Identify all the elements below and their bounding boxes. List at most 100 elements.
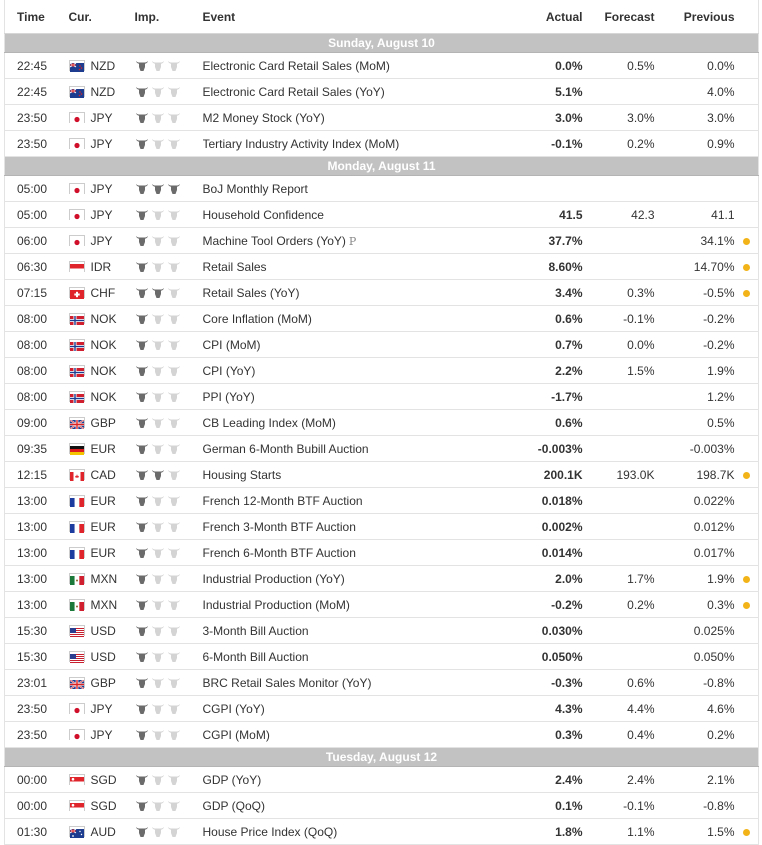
- event-name[interactable]: German 6-Month Bubill Auction: [202, 441, 369, 456]
- event-name-cell[interactable]: Electronic Card Retail Sales (MoM): [202, 52, 493, 79]
- event-row[interactable]: 23:50 JPY CGPI (MoM) 0.3% 0.4% 0.2%: [4, 721, 759, 748]
- event-row[interactable]: 07:15 CHF Retail Sales (YoY) 3.4% 0.3% -0.5%: [4, 279, 759, 306]
- event-row[interactable]: 08:00 NOK CPI (MoM) 0.7% 0.0% -0.2%: [4, 331, 759, 358]
- event-name-cell[interactable]: M2 Money Stock (YoY): [202, 104, 493, 131]
- event-name[interactable]: French 6-Month BTF Auction: [202, 545, 356, 560]
- event-name[interactable]: French 3-Month BTF Auction: [202, 519, 356, 534]
- event-row[interactable]: 15:30 USD 6-Month Bill Auction 0.050% 0.050%: [4, 643, 759, 670]
- event-name-cell[interactable]: House Price Index (QoQ): [202, 818, 493, 845]
- event-name[interactable]: CB Leading Index (MoM): [202, 415, 336, 430]
- event-name[interactable]: PPI (YoY): [202, 389, 255, 404]
- event-row[interactable]: 05:00 JPY BoJ Monthly Report: [4, 175, 759, 202]
- event-name[interactable]: 3-Month Bill Auction: [202, 623, 309, 638]
- event-name-cell[interactable]: French 12-Month BTF Auction: [202, 487, 493, 514]
- event-name-cell[interactable]: German 6-Month Bubill Auction: [202, 435, 493, 462]
- event-name[interactable]: Machine Tool Orders (YoY): [202, 233, 346, 248]
- event-row[interactable]: 06:00 JPY Machine Tool Orders (YoY) P 37.7% 3…: [4, 227, 759, 254]
- event-name-cell[interactable]: CGPI (YoY): [202, 695, 493, 722]
- event-name-cell[interactable]: CPI (MoM): [202, 331, 493, 358]
- event-row[interactable]: 13:00 EUR French 3-Month BTF Auction 0.002%…: [4, 513, 759, 540]
- event-name[interactable]: BRC Retail Sales Monitor (YoY): [202, 675, 372, 690]
- event-name-cell[interactable]: CPI (YoY): [202, 357, 493, 384]
- event-name[interactable]: Retail Sales (YoY): [202, 285, 300, 300]
- revised-dot-icon[interactable]: [742, 237, 750, 245]
- event-name[interactable]: GDP (QoQ): [202, 798, 265, 813]
- col-time-header[interactable]: Time: [4, 0, 69, 34]
- event-name[interactable]: Housing Starts: [202, 467, 282, 482]
- event-name-cell[interactable]: Household Confidence: [202, 201, 493, 228]
- event-name-cell[interactable]: Industrial Production (MoM): [202, 591, 493, 618]
- event-name[interactable]: Electronic Card Retail Sales (MoM): [202, 58, 390, 73]
- event-name[interactable]: Industrial Production (YoY): [202, 571, 345, 586]
- event-name[interactable]: Household Confidence: [202, 207, 324, 222]
- event-name-cell[interactable]: Housing Starts: [202, 461, 493, 488]
- event-name[interactable]: Retail Sales: [202, 259, 267, 274]
- revised-dot-icon[interactable]: [742, 263, 750, 271]
- revised-dot-icon[interactable]: [742, 575, 750, 583]
- event-name-cell[interactable]: GDP (QoQ): [202, 792, 493, 819]
- event-name-cell[interactable]: BoJ Monthly Report: [202, 175, 493, 202]
- event-name-cell[interactable]: CB Leading Index (MoM): [202, 409, 493, 436]
- event-name-cell[interactable]: Electronic Card Retail Sales (YoY): [202, 78, 493, 105]
- event-name[interactable]: Industrial Production (MoM): [202, 597, 350, 612]
- event-row[interactable]: 22:45 NZD Electronic Card Retail Sales (Yo…: [4, 78, 759, 105]
- revised-dot-icon[interactable]: [742, 289, 750, 297]
- event-name-cell[interactable]: Retail Sales: [202, 253, 493, 280]
- event-name[interactable]: M2 Money Stock (YoY): [202, 110, 325, 125]
- event-name-cell[interactable]: 3-Month Bill Auction: [202, 617, 493, 644]
- event-row[interactable]: 12:15 CAD Housing Starts 200.1K 193.0K 198.7K: [4, 461, 759, 488]
- event-name-cell[interactable]: PPI (YoY): [202, 383, 493, 410]
- event-name[interactable]: CGPI (YoY): [202, 701, 265, 716]
- event-row[interactable]: 23:50 JPY M2 Money Stock (YoY) 3.0% 3.0% 3.0%: [4, 104, 759, 131]
- event-name-cell[interactable]: French 6-Month BTF Auction: [202, 539, 493, 566]
- event-name-cell[interactable]: French 3-Month BTF Auction: [202, 513, 493, 540]
- event-row[interactable]: 09:35 EUR German 6-Month Bubill Auction -0.…: [4, 435, 759, 462]
- revised-dot-icon[interactable]: [742, 601, 750, 609]
- event-name[interactable]: CGPI (MoM): [202, 727, 270, 742]
- event-row[interactable]: 06:30 IDR Retail Sales 8.60% 14.70%: [4, 253, 759, 280]
- event-row[interactable]: 23:50 JPY CGPI (YoY) 4.3% 4.4% 4.6%: [4, 695, 759, 722]
- col-currency-header[interactable]: Cur.: [68, 0, 135, 34]
- event-row[interactable]: 23:01 GBP BRC Retail Sales Monitor (YoY) -0…: [4, 669, 759, 696]
- event-row[interactable]: 00:00 SGD GDP (YoY) 2.4% 2.4% 2.1%: [4, 766, 759, 793]
- col-forecast-header[interactable]: Forecast: [582, 0, 655, 34]
- event-row[interactable]: 08:00 NOK PPI (YoY) -1.7% 1.2%: [4, 383, 759, 410]
- event-name[interactable]: Tertiary Industry Activity Index (MoM): [202, 136, 400, 151]
- event-row[interactable]: 08:00 NOK CPI (YoY) 2.2% 1.5% 1.9%: [4, 357, 759, 384]
- event-name[interactable]: CPI (MoM): [202, 337, 261, 352]
- event-row[interactable]: 22:45 NZD Electronic Card Retail Sales (Mo…: [4, 52, 759, 79]
- event-row[interactable]: 13:00 MXN Industrial Production (YoY) 2.0% 1…: [4, 565, 759, 592]
- event-row[interactable]: 15:30 USD 3-Month Bill Auction 0.030% 0.025%: [4, 617, 759, 644]
- event-row[interactable]: 05:00 JPY Household Confidence 41.5 42.3 41.1: [4, 201, 759, 228]
- event-name-cell[interactable]: Tertiary Industry Activity Index (MoM): [202, 130, 493, 157]
- event-row[interactable]: 13:00 MXN Industrial Production (MoM) -0.2%…: [4, 591, 759, 618]
- event-name[interactable]: CPI (YoY): [202, 363, 256, 378]
- event-name-cell[interactable]: CGPI (MoM): [202, 721, 493, 748]
- col-previous-header[interactable]: Previous: [654, 0, 735, 34]
- col-importance-header[interactable]: Imp.: [134, 0, 203, 34]
- revised-dot-icon[interactable]: [742, 471, 750, 479]
- event-name[interactable]: French 12-Month BTF Auction: [202, 493, 363, 508]
- event-row[interactable]: 23:50 JPY Tertiary Industry Activity Index…: [4, 130, 759, 157]
- event-name[interactable]: GDP (YoY): [202, 772, 262, 787]
- event-row[interactable]: 08:00 NOK Core Inflation (MoM) 0.6% -0.1% -0.…: [4, 305, 759, 332]
- event-name-cell[interactable]: 6-Month Bill Auction: [202, 643, 493, 670]
- event-row[interactable]: 01:30 AUD House Price Index (QoQ) 1.8% 1.1% 1…: [4, 818, 759, 845]
- event-name-cell[interactable]: Retail Sales (YoY): [202, 279, 493, 306]
- event-name-cell[interactable]: Machine Tool Orders (YoY) P: [202, 227, 493, 254]
- col-event-header[interactable]: Event: [202, 0, 493, 34]
- event-name[interactable]: House Price Index (QoQ): [202, 824, 338, 839]
- event-row[interactable]: 09:00 GBP CB Leading Index (MoM) 0.6% 0.5%: [4, 409, 759, 436]
- event-name-cell[interactable]: Core Inflation (MoM): [202, 305, 493, 332]
- event-row[interactable]: 13:00 EUR French 6-Month BTF Auction 0.014%…: [4, 539, 759, 566]
- event-row[interactable]: 13:00 EUR French 12-Month BTF Auction 0.018…: [4, 487, 759, 514]
- event-name-cell[interactable]: GDP (YoY): [202, 766, 493, 793]
- event-name[interactable]: Core Inflation (MoM): [202, 311, 312, 326]
- event-name-cell[interactable]: BRC Retail Sales Monitor (YoY): [202, 669, 493, 696]
- event-row[interactable]: 00:00 SGD GDP (QoQ) 0.1% -0.1% -0.8%: [4, 792, 759, 819]
- event-name[interactable]: BoJ Monthly Report: [202, 181, 308, 196]
- col-actual-header[interactable]: Actual: [492, 0, 583, 34]
- event-name-cell[interactable]: Industrial Production (YoY): [202, 565, 493, 592]
- event-name[interactable]: Electronic Card Retail Sales (YoY): [202, 84, 385, 99]
- event-name[interactable]: 6-Month Bill Auction: [202, 649, 309, 664]
